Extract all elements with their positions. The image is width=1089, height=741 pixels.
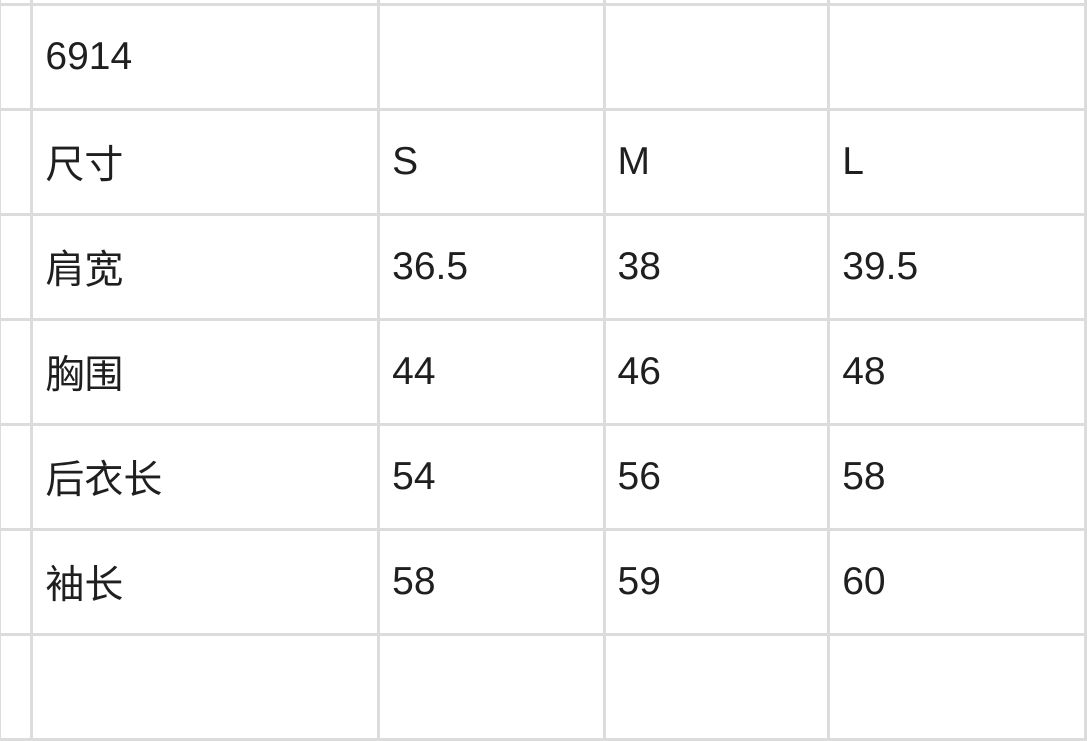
row-label[interactable]: 胸围	[30, 318, 381, 426]
cell[interactable]	[0, 318, 34, 426]
cell[interactable]	[0, 0, 34, 6]
table-row: 6914	[0, 3, 1087, 111]
cell[interactable]: 39.5	[827, 213, 1087, 321]
header-cell[interactable]: 尺寸	[30, 108, 381, 216]
cell[interactable]	[827, 3, 1087, 111]
title-cell[interactable]: 6914	[30, 3, 381, 111]
cell[interactable]	[0, 213, 34, 321]
table-row: 肩宽 36.5 38 39.5	[0, 213, 1087, 321]
cell[interactable]	[0, 423, 34, 531]
cell[interactable]	[0, 108, 34, 216]
table-row: 袖长 58 59 60	[0, 528, 1087, 636]
cell[interactable]: 36.5	[377, 213, 606, 321]
cell[interactable]	[377, 633, 606, 741]
table-row	[0, 633, 1087, 741]
cell[interactable]: 59	[602, 528, 831, 636]
cell[interactable]: 44	[377, 318, 606, 426]
cell[interactable]	[30, 633, 381, 741]
row-label[interactable]: 袖长	[30, 528, 381, 636]
cell[interactable]: 58	[377, 528, 606, 636]
table-row	[0, 0, 1087, 6]
cell[interactable]: 46	[602, 318, 831, 426]
cell[interactable]	[0, 528, 34, 636]
cell[interactable]	[827, 633, 1087, 741]
row-label[interactable]: 后衣长	[30, 423, 381, 531]
cell[interactable]	[0, 633, 34, 741]
table-row: 后衣长 54 56 58	[0, 423, 1087, 531]
cell[interactable]	[377, 3, 606, 111]
row-label[interactable]: 肩宽	[30, 213, 381, 321]
cell[interactable]: 38	[602, 213, 831, 321]
cell[interactable]	[602, 0, 831, 6]
cell[interactable]: 54	[377, 423, 606, 531]
cell[interactable]	[30, 0, 381, 6]
header-cell[interactable]: S	[377, 108, 606, 216]
cell[interactable]: 48	[827, 318, 1087, 426]
header-cell[interactable]: L	[827, 108, 1087, 216]
header-cell[interactable]: M	[602, 108, 831, 216]
cell[interactable]: 56	[602, 423, 831, 531]
cell[interactable]	[602, 3, 831, 111]
cell[interactable]	[827, 0, 1087, 6]
header-row: 尺寸 S M L	[0, 108, 1087, 216]
cell[interactable]: 60	[827, 528, 1087, 636]
cell[interactable]	[0, 3, 34, 111]
cell[interactable]	[377, 0, 606, 6]
cell[interactable]: 58	[827, 423, 1087, 531]
cell[interactable]	[602, 633, 831, 741]
table-row: 胸围 44 46 48	[0, 318, 1087, 426]
